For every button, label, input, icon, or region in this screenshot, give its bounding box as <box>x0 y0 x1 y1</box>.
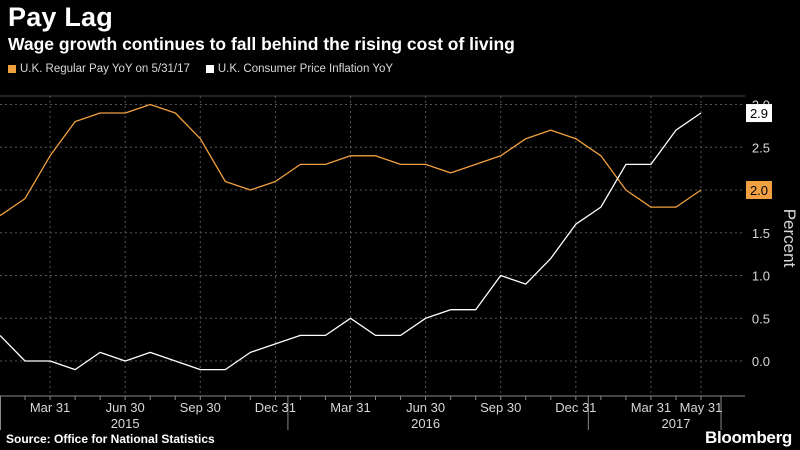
legend-swatch-pay <box>8 65 16 73</box>
year-label: 2017 <box>662 416 691 431</box>
end-badge-cpi <box>746 104 772 123</box>
legend-item-pay: U.K. Regular Pay YoY on 5/31/17 <box>8 63 190 75</box>
year-label: 2015 <box>111 416 140 431</box>
end-label-cpi: 2.9 <box>750 106 768 121</box>
legend-item-cpi: U.K. Consumer Price Inflation YoY <box>205 63 394 75</box>
series-line-pay <box>0 103 702 217</box>
legend-swatch-cpi <box>205 65 214 73</box>
y-axis-title: Percent <box>780 209 799 268</box>
chart-title: Pay Lag <box>8 2 113 32</box>
x-tick-label: Dec 31 <box>555 400 596 415</box>
x-tick-label: Jun 30 <box>406 400 445 415</box>
x-tick-label: Jun 30 <box>106 400 145 415</box>
end-badge-pay <box>746 181 772 199</box>
legend: U.K. Regular Pay YoY on 5/31/17 U.K. Con… <box>8 63 393 75</box>
source-note: Source: Office for National Statistics <box>6 432 215 446</box>
legend-label-pay: U.K. Regular Pay YoY on 5/31/17 <box>20 63 190 75</box>
y-tick-label: 0.0 <box>752 354 770 369</box>
x-tick-label: Sep 30 <box>180 400 221 415</box>
x-tick-label: May 31 <box>680 400 723 415</box>
legend-label-cpi: U.K. Consumer Price Inflation YoY <box>217 63 394 75</box>
chart-subtitle: Wage growth continues to fall behind the… <box>8 34 515 54</box>
y-tick-label: 2.5 <box>752 140 770 155</box>
year-label: 2016 <box>411 416 440 431</box>
end-label-pay: 2.0 <box>750 183 768 198</box>
x-tick-label: Dec 31 <box>255 400 296 415</box>
series-line-cpi <box>0 112 702 371</box>
x-tick-label: Mar 31 <box>330 400 370 415</box>
y-tick-label: 0.5 <box>752 311 770 326</box>
x-tick-label: Mar 31 <box>30 400 70 415</box>
y-tick-label: 1.0 <box>752 269 770 284</box>
y-tick-label: 1.5 <box>752 226 770 241</box>
x-tick-label: Sep 30 <box>480 400 521 415</box>
x-tick-label: Mar 31 <box>631 400 671 415</box>
brand-logo: Bloomberg <box>704 428 792 447</box>
